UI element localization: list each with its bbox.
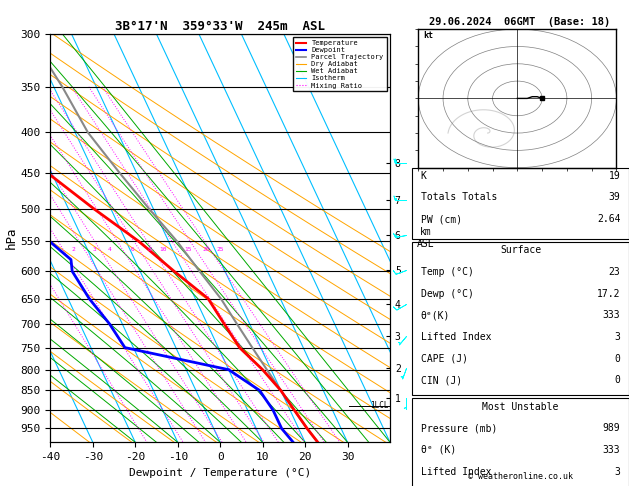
Text: 3: 3: [92, 247, 96, 252]
Bar: [412, 168, 629, 239]
Bar: [412, 399, 629, 486]
Text: 17.2: 17.2: [597, 289, 620, 298]
Text: 0: 0: [615, 354, 620, 364]
Text: Totals Totals: Totals Totals: [421, 192, 497, 203]
Text: 20: 20: [203, 247, 210, 252]
Text: θᵉ(K): θᵉ(K): [421, 310, 450, 320]
Text: 0: 0: [615, 375, 620, 385]
Text: 15: 15: [184, 247, 192, 252]
Text: 25: 25: [217, 247, 225, 252]
Y-axis label: km
ASL: km ASL: [417, 227, 435, 249]
Text: Dewp (°C): Dewp (°C): [421, 289, 474, 298]
Text: 2: 2: [71, 247, 75, 252]
Text: 8: 8: [148, 247, 152, 252]
Text: θᵉ (K): θᵉ (K): [421, 445, 456, 455]
Text: 39: 39: [609, 192, 620, 203]
Text: © weatheronline.co.uk: © weatheronline.co.uk: [468, 472, 573, 481]
Text: 6: 6: [131, 247, 135, 252]
Text: 23: 23: [609, 267, 620, 277]
Text: 2.64: 2.64: [597, 214, 620, 224]
Y-axis label: hPa: hPa: [4, 227, 18, 249]
Text: PW (cm): PW (cm): [421, 214, 462, 224]
Legend: Temperature, Dewpoint, Parcel Trajectory, Dry Adiabat, Wet Adiabat, Isotherm, Mi: Temperature, Dewpoint, Parcel Trajectory…: [292, 37, 386, 91]
Text: Lifted Index: Lifted Index: [421, 332, 491, 342]
Text: 989: 989: [603, 423, 620, 434]
Text: 4: 4: [108, 247, 112, 252]
Text: Most Unstable: Most Unstable: [482, 401, 559, 412]
Text: 10: 10: [159, 247, 167, 252]
Text: Surface: Surface: [500, 245, 541, 255]
Text: 333: 333: [603, 445, 620, 455]
Text: 3: 3: [615, 332, 620, 342]
Text: 333: 333: [603, 310, 620, 320]
Text: 29.06.2024  06GMT  (Base: 18): 29.06.2024 06GMT (Base: 18): [428, 17, 610, 27]
X-axis label: Dewpoint / Temperature (°C): Dewpoint / Temperature (°C): [129, 468, 311, 478]
Text: 1LCL: 1LCL: [370, 401, 389, 410]
Text: Lifted Index: Lifted Index: [421, 467, 491, 477]
Text: CIN (J): CIN (J): [421, 375, 462, 385]
Title: 3B°17'N  359°33'W  245m  ASL: 3B°17'N 359°33'W 245m ASL: [115, 20, 325, 33]
Text: K: K: [421, 171, 426, 181]
Bar: [412, 242, 629, 395]
Text: kt: kt: [423, 31, 433, 40]
Text: CAPE (J): CAPE (J): [421, 354, 468, 364]
Text: 19: 19: [609, 171, 620, 181]
Text: Pressure (mb): Pressure (mb): [421, 423, 497, 434]
Text: Temp (°C): Temp (°C): [421, 267, 474, 277]
Text: 3: 3: [615, 467, 620, 477]
